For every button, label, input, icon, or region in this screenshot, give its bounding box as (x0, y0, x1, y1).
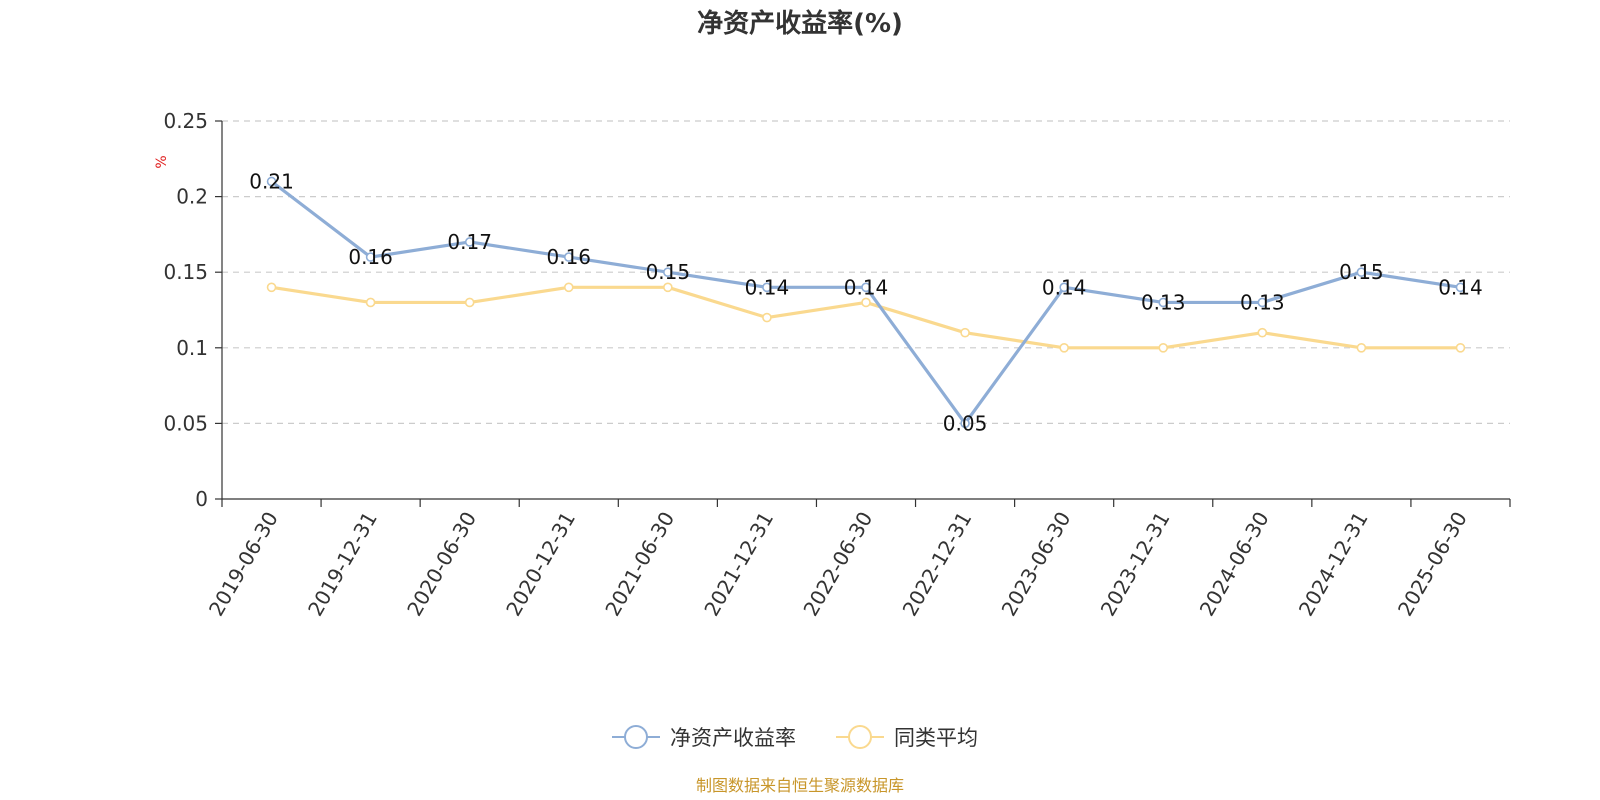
data-point (1059, 282, 1069, 293)
legend-label[interactable]: 净资产收益率 (670, 726, 796, 750)
data-label: 0.05 (943, 411, 988, 435)
x-tick-label: 2021-12-31 (699, 508, 778, 621)
x-tick-label: 2021-06-30 (600, 508, 679, 621)
data-label: 0.13 (1240, 290, 1285, 314)
y-axis-unit-label: % (154, 155, 170, 168)
legend-marker[interactable] (848, 725, 872, 749)
data-point (266, 176, 277, 187)
legend-marker[interactable] (624, 725, 648, 749)
y-tick-label: 0.05 (163, 411, 208, 435)
data-point (563, 282, 574, 293)
data-label: 0.17 (447, 230, 492, 254)
data-point (663, 267, 673, 278)
x-tick-label: 2024-12-31 (1294, 508, 1373, 621)
data-point (1158, 342, 1169, 353)
chart-title: 净资产收益率(%) (697, 8, 903, 39)
data-point (861, 297, 871, 308)
data-point (1455, 342, 1466, 353)
data-point (1356, 342, 1367, 353)
data-label: 0.14 (745, 275, 790, 299)
data-label: 0.14 (1438, 275, 1483, 299)
data-point (464, 237, 475, 247)
data-point (365, 252, 376, 262)
axes: 0 0.05 0.1 0.15 0.2 0.25 2019-06-30 2019-12-31 2… (163, 109, 1511, 621)
legend[interactable]: 净资产收益率 同类平均 (612, 725, 978, 750)
data-point (1356, 267, 1367, 278)
x-tick-label: 2020-12-31 (501, 508, 580, 621)
x-tick-label: 2024-06-30 (1195, 508, 1274, 621)
x-tick-label: 2023-12-31 (1096, 508, 1175, 621)
x-tick-label: 2022-12-31 (898, 508, 977, 621)
data-label: 0.21 (249, 169, 294, 193)
x-tick-label: 2022-06-30 (798, 508, 877, 621)
data-labels: 0.21 0.16 0.17 0.16 0.15 0.14 0.14 0.05 0.14 0.13… (249, 169, 1482, 435)
y-tick-label: 0.25 (163, 109, 208, 133)
y-tick-label: 0.1 (176, 336, 208, 360)
data-label: 0.16 (348, 245, 393, 269)
x-tick-label: 2023-06-30 (997, 508, 1076, 621)
data-point (861, 282, 871, 293)
x-tick-label: 2019-12-31 (303, 508, 382, 621)
data-label: 0.15 (646, 260, 691, 284)
data-point (762, 282, 772, 293)
data-point (960, 418, 970, 429)
data-point (1257, 327, 1268, 338)
data-label: 0.15 (1339, 260, 1384, 284)
data-label: 0.16 (547, 245, 592, 269)
x-tick-label: 2019-06-30 (204, 508, 283, 621)
x-tick-label: 2020-06-30 (402, 508, 481, 621)
data-point (365, 297, 376, 308)
data-point (1257, 297, 1268, 308)
data-point (1158, 297, 1169, 308)
y-tick-label: 0.15 (163, 260, 208, 284)
data-label: 0.14 (1042, 275, 1087, 299)
y-tick-label: 0 (195, 487, 208, 511)
data-source-note: 制图数据来自恒生聚源数据库 (696, 776, 904, 795)
data-point (266, 282, 277, 293)
data-label: 0.13 (1141, 290, 1186, 314)
gridlines (222, 120, 1510, 424)
data-point (960, 327, 970, 338)
data-point (663, 282, 673, 293)
data-point (1059, 342, 1069, 353)
series (266, 176, 1466, 429)
data-label: 0.14 (844, 275, 889, 299)
y-tick-label: 0.2 (176, 185, 208, 209)
legend-label[interactable]: 同类平均 (894, 726, 978, 750)
data-point (464, 297, 475, 308)
x-tick-label: 2025-06-30 (1393, 508, 1472, 621)
data-point (563, 252, 574, 262)
data-point (1455, 282, 1466, 293)
data-point (762, 312, 772, 323)
